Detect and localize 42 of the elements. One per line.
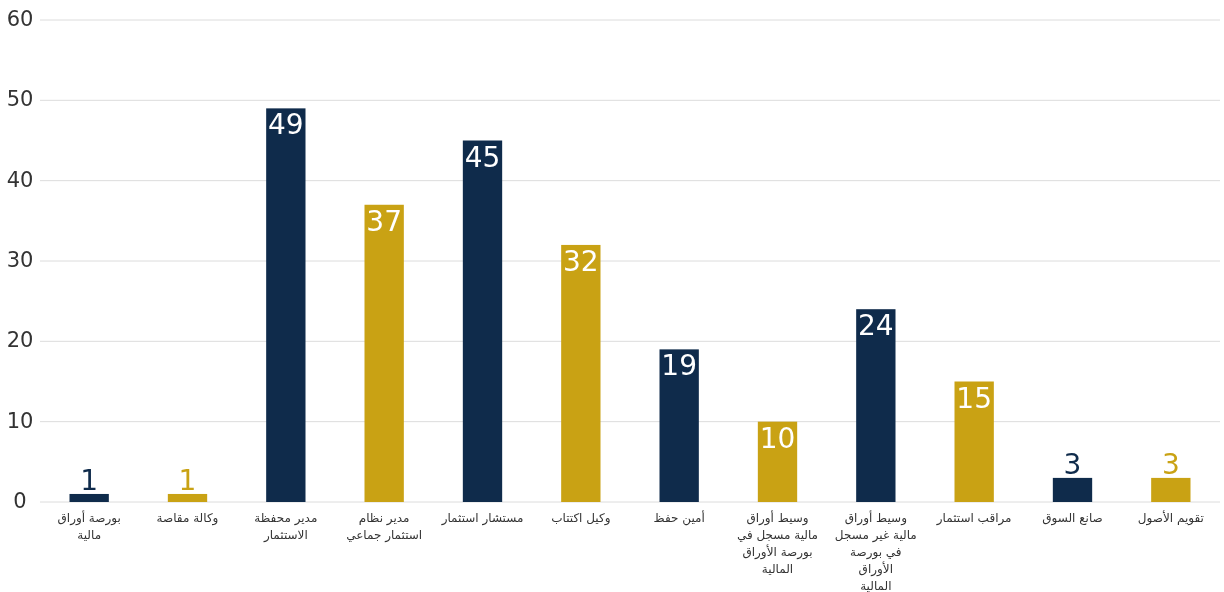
bar bbox=[954, 381, 994, 502]
x-tick-label: تقويم الأصول bbox=[1137, 510, 1204, 526]
bar bbox=[856, 309, 896, 502]
data-label: 49 bbox=[268, 108, 304, 142]
y-tick-label: 0 bbox=[13, 489, 27, 513]
data-label: 15 bbox=[956, 381, 992, 415]
bar bbox=[659, 349, 699, 502]
data-label: 3 bbox=[1161, 447, 1180, 481]
y-tick-label: 60 bbox=[6, 7, 34, 31]
x-tick-label: مراقب استثمار bbox=[935, 511, 1012, 526]
data-label: 3 bbox=[1063, 447, 1082, 481]
x-tick-label: مدير محفظة الاستثمار bbox=[254, 511, 318, 543]
y-tick-label: 40 bbox=[6, 167, 34, 192]
x-tick-label: وكالة مقاصة bbox=[156, 511, 219, 526]
x-tick-label: وسيط أوراق مالية غير مسجل في بورصة الأوراق المالية bbox=[834, 510, 917, 592]
y-tick-label: 20 bbox=[6, 328, 34, 353]
y-tick-label: 50 bbox=[6, 87, 34, 112]
x-tick-label: بورصة أوراق مالية bbox=[57, 510, 121, 542]
bar bbox=[1151, 477, 1191, 502]
bar bbox=[462, 140, 503, 502]
x-tick-label: صانع السوق bbox=[1042, 511, 1103, 526]
bar bbox=[167, 493, 208, 502]
data-label: 1 bbox=[80, 463, 99, 497]
y-tick-label: 30 bbox=[6, 248, 34, 272]
bar bbox=[364, 204, 404, 502]
x-tick-label: أمين حفظ bbox=[653, 510, 705, 526]
bar bbox=[266, 108, 306, 502]
data-label: 19 bbox=[661, 349, 697, 383]
x-tick-label: مدير نظام استثمار جماعي bbox=[346, 511, 423, 543]
data-label: 32 bbox=[563, 244, 599, 278]
data-label: 24 bbox=[858, 309, 894, 343]
x-tick-label: وسيط أوراق مالية مسجل في بورصة الأوراق المالية bbox=[736, 510, 819, 576]
data-label: 10 bbox=[759, 421, 796, 455]
bar bbox=[561, 244, 601, 502]
data-label: 37 bbox=[366, 204, 402, 238]
data-label: 1 bbox=[178, 463, 197, 497]
x-tick-label: مستشار استثمار bbox=[440, 511, 524, 526]
data-label: 45 bbox=[464, 140, 501, 174]
y-tick-label: 10 bbox=[6, 408, 34, 433]
bar bbox=[69, 493, 109, 502]
bar bbox=[1052, 477, 1093, 502]
x-tick-label: وكيل اكتتاب bbox=[551, 511, 611, 526]
